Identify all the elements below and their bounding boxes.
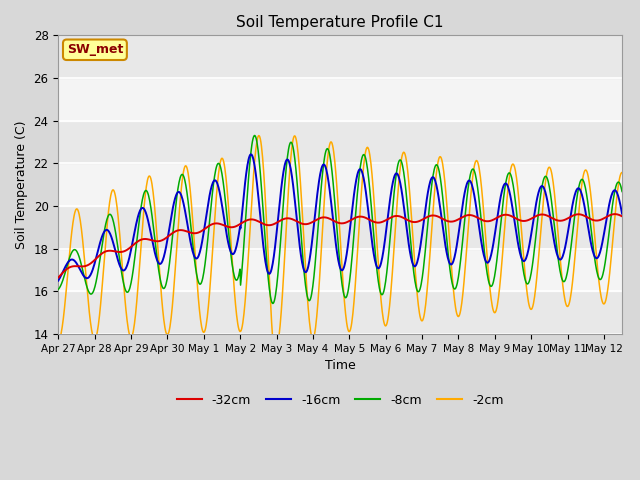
Title: Soil Temperature Profile C1: Soil Temperature Profile C1 [236,15,444,30]
Bar [58,249,622,291]
Bar [58,163,622,206]
Bar [58,206,622,249]
Bar [58,36,622,78]
X-axis label: Time: Time [324,360,356,372]
Bar [58,78,622,120]
Bar [58,291,622,334]
Text: SW_met: SW_met [67,43,123,56]
Legend: -32cm, -16cm, -8cm, -2cm: -32cm, -16cm, -8cm, -2cm [172,389,509,411]
Y-axis label: Soil Temperature (C): Soil Temperature (C) [15,120,28,249]
Bar [58,120,622,163]
